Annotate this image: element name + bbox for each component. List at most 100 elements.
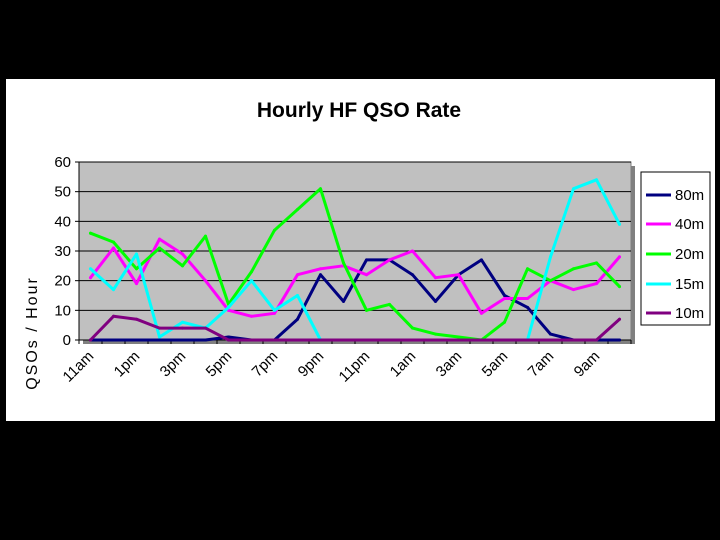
data-point-15m bbox=[135, 252, 138, 256]
legend-label-15m: 15m bbox=[675, 276, 704, 293]
data-point-40m bbox=[388, 258, 391, 262]
x-tick-label: 11pm bbox=[336, 348, 374, 386]
data-point-15m bbox=[158, 335, 161, 339]
data-point-80m bbox=[526, 305, 529, 309]
data-point-10m bbox=[572, 338, 575, 342]
data-point-10m bbox=[250, 338, 253, 342]
y-tick-label: 40 bbox=[54, 213, 71, 230]
data-point-40m bbox=[112, 246, 115, 250]
data-point-15m bbox=[618, 222, 621, 226]
x-tick-label: 9pm bbox=[295, 348, 328, 381]
series-line-80m bbox=[89, 258, 621, 342]
data-point-15m bbox=[296, 294, 299, 297]
data-point-20m bbox=[411, 326, 414, 330]
series-line-20m bbox=[89, 187, 621, 342]
data-point-40m bbox=[89, 276, 92, 280]
data-point-40m bbox=[319, 267, 322, 271]
x-tick-label: 9am bbox=[571, 348, 604, 381]
data-point-80m bbox=[365, 258, 368, 262]
data-point-10m bbox=[181, 326, 184, 330]
series-line-40m bbox=[89, 237, 621, 318]
data-point-40m bbox=[181, 252, 184, 256]
data-point-40m bbox=[296, 273, 299, 277]
y-tick-label: 10 bbox=[54, 302, 71, 319]
data-point-15m bbox=[549, 255, 552, 259]
data-point-40m bbox=[480, 311, 483, 315]
data-point-15m bbox=[89, 267, 92, 271]
legend-label-40m: 40m bbox=[675, 216, 704, 233]
data-point-40m bbox=[434, 276, 437, 280]
data-point-10m bbox=[342, 338, 345, 342]
data-point-20m bbox=[250, 270, 253, 274]
data-point-20m bbox=[273, 228, 276, 232]
y-tick-label: 50 bbox=[54, 184, 71, 201]
data-point-80m bbox=[204, 338, 207, 342]
data-point-10m bbox=[526, 338, 529, 342]
legend: 80m 40m 20m 15m 10m bbox=[640, 171, 711, 326]
data-point-10m bbox=[112, 314, 115, 318]
data-point-40m bbox=[572, 288, 575, 292]
data-point-15m bbox=[250, 279, 253, 283]
data-point-80m bbox=[618, 338, 621, 342]
data-point-40m bbox=[273, 311, 276, 315]
y-tick-label: 20 bbox=[54, 273, 71, 290]
data-point-80m bbox=[549, 332, 552, 336]
data-point-40m bbox=[411, 249, 414, 253]
data-point-10m bbox=[388, 338, 391, 342]
data-point-10m bbox=[595, 338, 598, 342]
data-point-80m bbox=[296, 317, 299, 321]
data-point-80m bbox=[480, 258, 483, 262]
data-point-20m bbox=[319, 187, 322, 191]
data-point-40m bbox=[250, 314, 253, 318]
data-point-20m bbox=[158, 246, 161, 250]
data-point-20m bbox=[181, 264, 184, 268]
data-point-10m bbox=[227, 338, 230, 342]
data-point-80m bbox=[181, 338, 184, 342]
x-tick-label: 5pm bbox=[203, 348, 236, 381]
data-point-80m bbox=[319, 273, 322, 277]
data-point-10m bbox=[434, 338, 437, 342]
y-tick-label: 30 bbox=[54, 243, 71, 260]
data-point-20m bbox=[503, 320, 506, 324]
data-point-15m bbox=[273, 308, 276, 312]
data-point-10m bbox=[273, 338, 276, 342]
legend-label-10m: 10m bbox=[675, 305, 704, 322]
data-point-20m bbox=[434, 332, 437, 336]
data-point-20m bbox=[618, 285, 621, 289]
x-tick-label: 1am bbox=[387, 348, 420, 381]
data-point-20m bbox=[342, 261, 345, 265]
data-point-10m bbox=[503, 338, 506, 342]
data-point-10m bbox=[319, 338, 322, 342]
x-tick-label: 1pm bbox=[111, 348, 144, 381]
data-point-80m bbox=[112, 338, 115, 342]
chart-title: Hourly HF QSO Rate bbox=[257, 99, 461, 122]
data-point-20m bbox=[549, 279, 552, 283]
series-line-10m bbox=[89, 314, 621, 342]
data-point-80m bbox=[503, 294, 506, 297]
data-point-20m bbox=[204, 234, 207, 238]
data-point-10m bbox=[480, 338, 483, 342]
data-point-80m bbox=[227, 335, 230, 339]
data-point-40m bbox=[135, 282, 138, 286]
data-point-20m bbox=[526, 267, 529, 271]
data-point-40m bbox=[526, 296, 529, 300]
data-point-15m bbox=[227, 305, 230, 309]
data-point-20m bbox=[89, 231, 92, 235]
data-point-80m bbox=[158, 338, 161, 342]
data-point-80m bbox=[411, 273, 414, 277]
data-point-10m bbox=[549, 338, 552, 342]
legend-label-80m: 80m bbox=[675, 187, 704, 204]
legend-box bbox=[640, 171, 711, 326]
data-point-10m bbox=[411, 338, 414, 342]
data-point-10m bbox=[296, 338, 299, 342]
data-point-10m bbox=[618, 317, 621, 321]
data-point-15m bbox=[595, 178, 598, 182]
data-point-20m bbox=[135, 267, 138, 271]
data-point-10m bbox=[135, 317, 138, 321]
y-tick-label: 60 bbox=[54, 154, 71, 171]
data-point-20m bbox=[365, 308, 368, 312]
data-point-20m bbox=[388, 302, 391, 306]
plot-area: 0 10 20 30 40 50 60 11am 1pm 3pm 5pm 7pm 9pm 11pm 1am 3… bbox=[54, 154, 635, 386]
chart-svg: Hourly HF QSO Rate QSOs / Hour 0 10 20 30 40… bbox=[24, 99, 711, 390]
data-point-40m bbox=[365, 273, 368, 277]
